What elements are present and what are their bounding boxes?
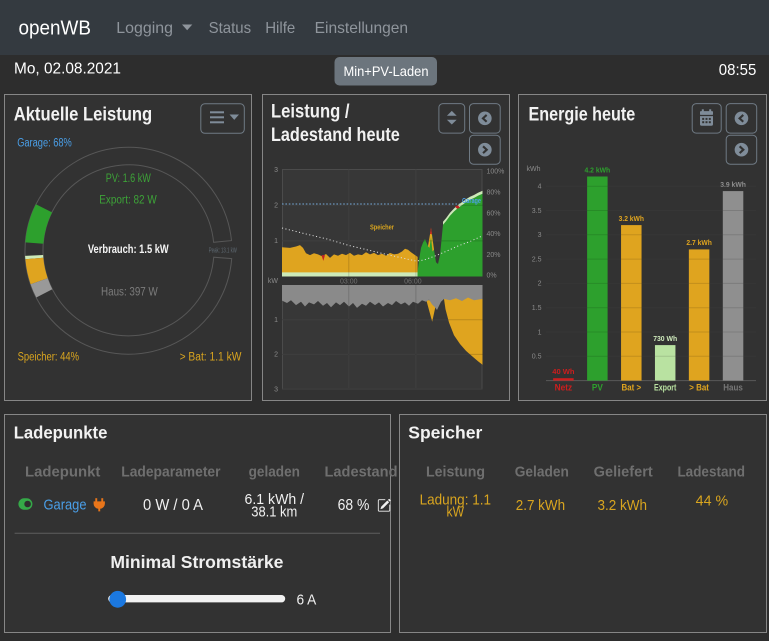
svg-text:Min+PV-Laden: Min+PV-Laden — [344, 63, 429, 79]
svg-text:3.5: 3.5 — [532, 208, 542, 215]
svg-text:Minimal Stromstärke: Minimal Stromstärke — [110, 552, 283, 572]
svg-text:4: 4 — [538, 184, 542, 191]
svg-text:Garage: Garage — [44, 496, 87, 513]
svg-text:geladen: geladen — [249, 463, 300, 480]
svg-text:Hilfe: Hilfe — [265, 20, 295, 37]
svg-text:3.9 kWh: 3.9 kWh — [720, 180, 746, 189]
svg-text:1: 1 — [538, 329, 542, 336]
svg-text:Haus: Haus — [723, 382, 743, 392]
svg-text:Einstellungen: Einstellungen — [315, 20, 409, 37]
svg-text:2.5: 2.5 — [532, 256, 542, 263]
svg-text:3: 3 — [274, 386, 278, 393]
svg-text:Export: Export — [654, 382, 676, 392]
svg-text:Logging: Logging — [116, 20, 173, 37]
svg-text:1: 1 — [274, 317, 278, 324]
svg-text:Garage: 68%: Garage: 68% — [17, 137, 72, 149]
svg-text:Leistung /: Leistung / — [271, 102, 350, 123]
svg-text:08:55: 08:55 — [719, 62, 757, 79]
svg-text:Ladepunkt: Ladepunkt — [25, 463, 100, 480]
svg-text:Netz: Netz — [555, 382, 573, 392]
svg-text:Geladen: Geladen — [515, 463, 569, 480]
svg-text:3: 3 — [274, 167, 278, 174]
svg-text:> Bat: > Bat — [689, 382, 709, 392]
svg-text:4.2 kWh: 4.2 kWh — [585, 165, 611, 174]
svg-text:Peak: 13.1 kW: Peak: 13.1 kW — [209, 246, 238, 255]
svg-text:Export: 82 W: Export: 82 W — [99, 194, 157, 206]
svg-text:Ladeparameter: Ladeparameter — [121, 463, 220, 480]
svg-text:60%: 60% — [487, 211, 501, 218]
svg-text:40 Wh: 40 Wh — [552, 367, 575, 376]
svg-text:0%: 0% — [487, 272, 497, 279]
svg-text:Aktuelle Leistung: Aktuelle Leistung — [14, 105, 153, 126]
svg-text:Ladepunkte: Ladepunkte — [14, 423, 108, 443]
svg-text:Geliefert: Geliefert — [594, 463, 653, 480]
svg-text:3.2 kWh: 3.2 kWh — [598, 497, 648, 514]
svg-text:38.1 km: 38.1 km — [251, 503, 297, 520]
svg-text:2: 2 — [274, 352, 278, 359]
svg-text:2.7 kWh: 2.7 kWh — [516, 497, 565, 514]
svg-text:Speicher: 44%: Speicher: 44% — [18, 351, 79, 363]
svg-text:kW: kW — [268, 278, 279, 285]
svg-text:Ladestand: Ladestand — [325, 463, 398, 480]
svg-text:openWB: openWB — [19, 18, 92, 40]
svg-text:3.2 kWh: 3.2 kWh — [619, 214, 645, 223]
svg-text:6.1 kWh /: 6.1 kWh / — [245, 491, 305, 508]
svg-text:Mo, 02.08.2021: Mo, 02.08.2021 — [14, 61, 121, 78]
svg-text:Garage: Garage — [462, 196, 481, 205]
svg-text:1.5: 1.5 — [532, 305, 542, 312]
svg-text:100%: 100% — [487, 168, 505, 175]
svg-text:6 A: 6 A — [297, 592, 317, 609]
svg-text:3: 3 — [538, 232, 542, 239]
svg-text:Haus: 397 W: Haus: 397 W — [101, 286, 158, 298]
svg-text:68 %: 68 % — [338, 497, 370, 514]
svg-text:Ladestand: Ladestand — [677, 463, 745, 480]
svg-text:0 W / 0 A: 0 W / 0 A — [143, 497, 204, 514]
svg-text:730 Wh: 730 Wh — [653, 334, 677, 343]
svg-text:kWh: kWh — [527, 166, 541, 173]
svg-text:2: 2 — [538, 281, 542, 288]
svg-text:kW: kW — [447, 504, 465, 521]
svg-text:Status: Status — [209, 20, 252, 37]
svg-text:1: 1 — [274, 238, 278, 245]
svg-text:2.7 kWh: 2.7 kWh — [686, 238, 712, 247]
svg-text:44 %: 44 % — [696, 492, 729, 509]
svg-text:03:00: 03:00 — [340, 278, 358, 285]
svg-text:20%: 20% — [487, 252, 501, 259]
svg-text:0.5: 0.5 — [532, 354, 542, 361]
svg-text:Ladung: 1.1: Ladung: 1.1 — [420, 492, 491, 509]
svg-text:40%: 40% — [487, 231, 501, 238]
svg-text:06:00: 06:00 — [404, 278, 422, 285]
svg-text:PV: PV — [592, 382, 603, 392]
svg-text:> Bat: 1.1 kW: > Bat: 1.1 kW — [180, 351, 242, 363]
svg-text:Verbrauch: 1.5 kW: Verbrauch: 1.5 kW — [88, 242, 169, 256]
svg-text:Speicher: Speicher — [370, 223, 394, 232]
svg-text:Energie heute: Energie heute — [529, 105, 636, 126]
svg-text:2: 2 — [274, 203, 278, 210]
svg-text:Leistung: Leistung — [426, 463, 485, 480]
svg-text:Speicher: Speicher — [408, 423, 482, 443]
svg-text:PV: 1.6 kW: PV: 1.6 kW — [106, 173, 151, 185]
svg-text:Ladestand heute: Ladestand heute — [271, 125, 400, 146]
svg-text:80%: 80% — [487, 189, 501, 196]
svg-text:Bat >: Bat > — [621, 382, 641, 392]
